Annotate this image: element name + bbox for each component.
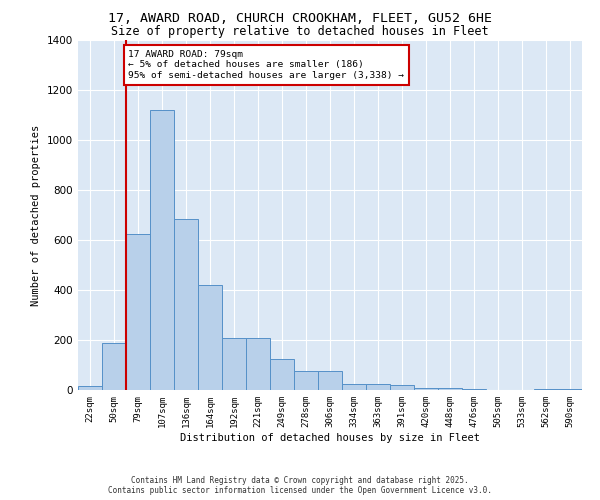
Bar (558, 389, 582, 390)
Bar (390, 385, 414, 390)
Text: Contains HM Land Registry data © Crown copyright and database right 2025.
Contai: Contains HM Land Registry data © Crown c… (108, 476, 492, 495)
Bar (462, 389, 486, 390)
Bar (414, 388, 438, 390)
Text: Size of property relative to detached houses in Fleet: Size of property relative to detached ho… (111, 25, 489, 38)
Bar (150, 110, 174, 390)
Bar (198, 285, 222, 390)
Bar (126, 234, 150, 390)
Bar (78, 386, 102, 390)
Bar (438, 388, 462, 390)
Bar (342, 384, 366, 390)
Bar (174, 219, 198, 390)
Bar (222, 338, 246, 390)
Text: 17 AWARD ROAD: 79sqm
← 5% of detached houses are smaller (186)
95% of semi-detac: 17 AWARD ROAD: 79sqm ← 5% of detached ho… (128, 50, 404, 80)
Bar (102, 342, 126, 390)
Bar (534, 389, 558, 390)
Bar (318, 371, 342, 390)
Bar (294, 371, 318, 390)
Text: 17, AWARD ROAD, CHURCH CROOKHAM, FLEET, GU52 6HE: 17, AWARD ROAD, CHURCH CROOKHAM, FLEET, … (108, 12, 492, 26)
X-axis label: Distribution of detached houses by size in Fleet: Distribution of detached houses by size … (180, 432, 480, 442)
Y-axis label: Number of detached properties: Number of detached properties (31, 124, 41, 306)
Bar (270, 359, 294, 390)
Bar (366, 384, 390, 390)
Bar (246, 338, 270, 390)
